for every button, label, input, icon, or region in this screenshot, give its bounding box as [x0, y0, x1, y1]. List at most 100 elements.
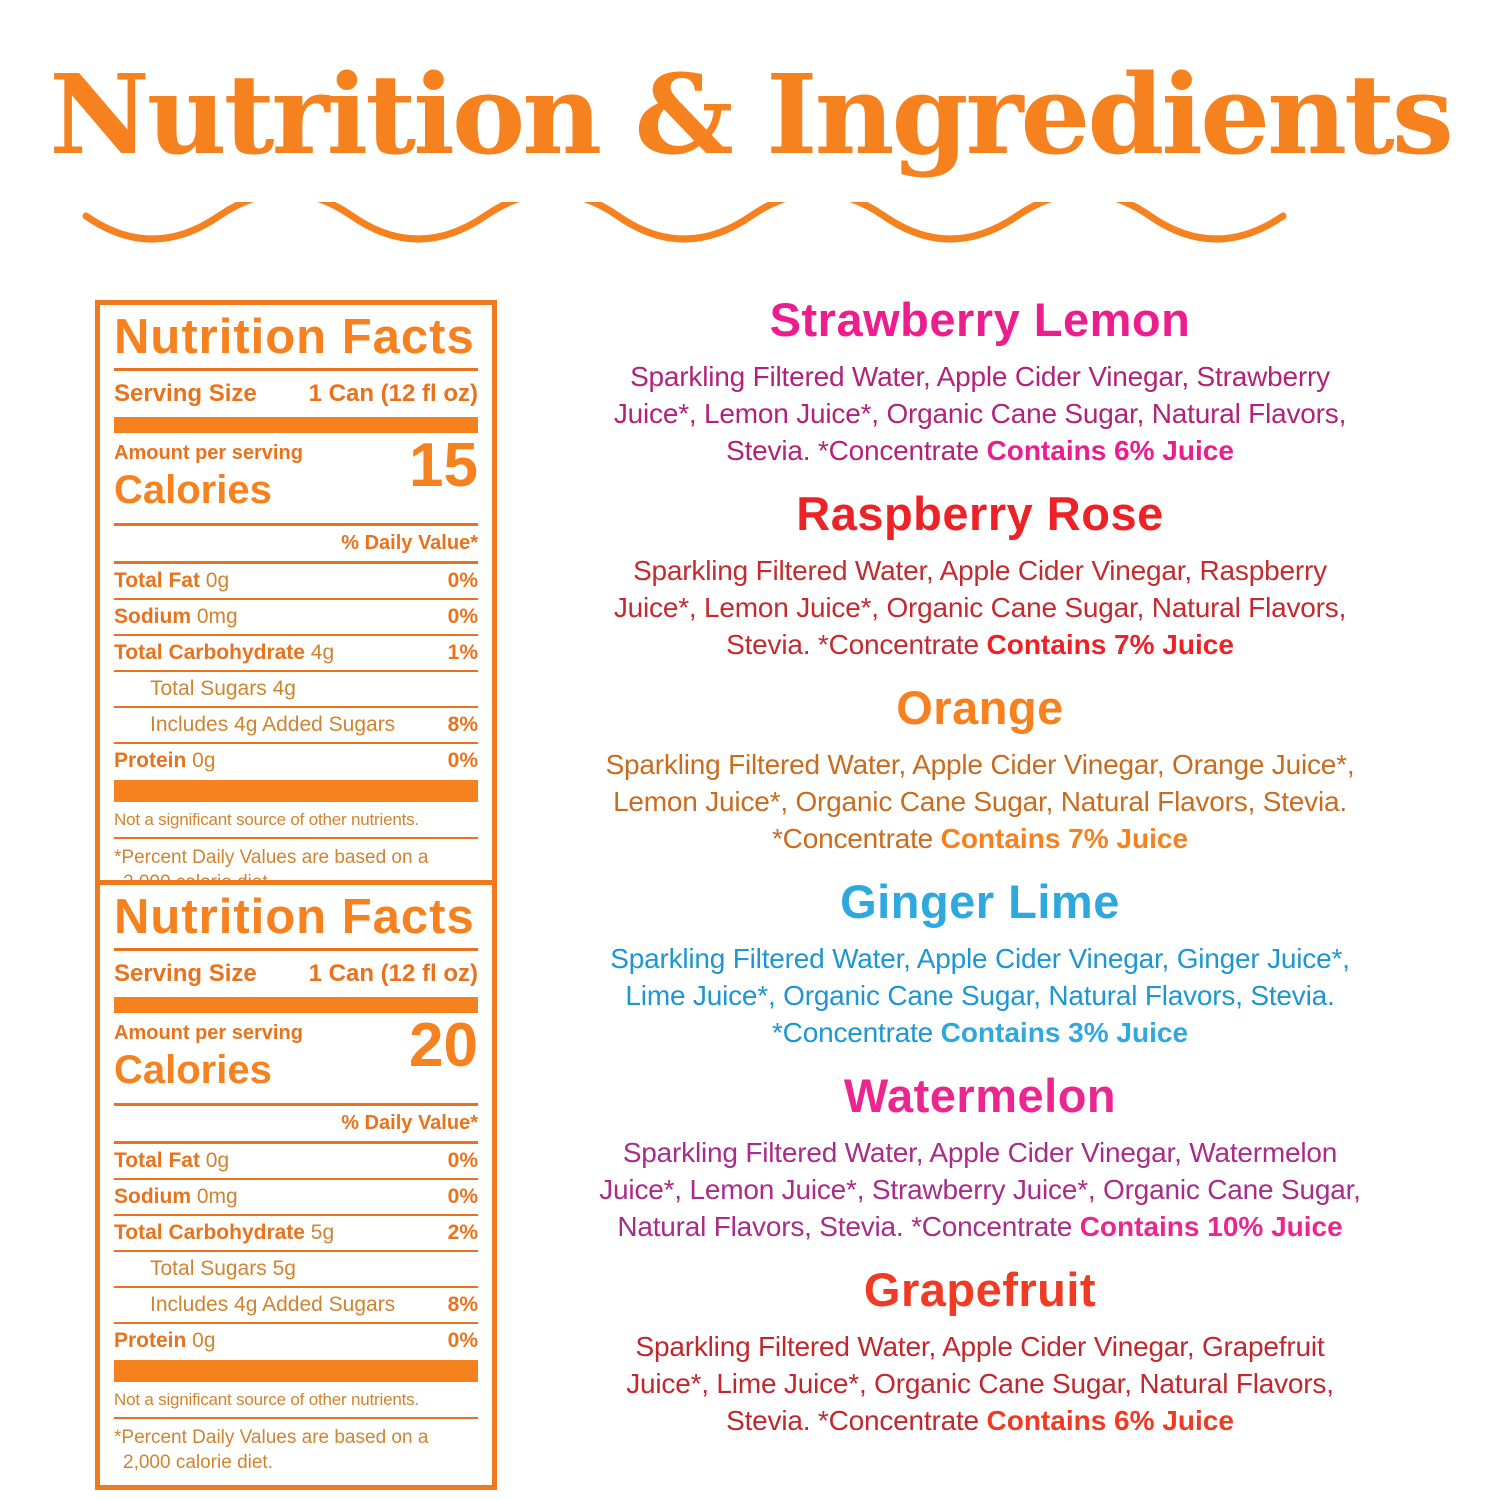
serving-size-row: Serving Size 1 Can (12 fl oz): [114, 951, 478, 997]
daily-value-label: % Daily Value*: [114, 526, 478, 564]
footnote: *Percent Daily Values are based on a 2,0…: [114, 1419, 478, 1475]
ingredients-line: Natural Flavors, Stevia. *Concentrate Co…: [617, 1210, 1343, 1242]
flavor-ingredients: Sparkling Filtered Water, Apple Cider Vi…: [540, 940, 1420, 1051]
nutrient-name: Total Sugars 4g: [150, 676, 296, 700]
flavor-ingredients: Sparkling Filtered Water, Apple Cider Vi…: [540, 1328, 1420, 1439]
flavor-section-orange: Orange Sparkling Filtered Water, Apple C…: [540, 682, 1420, 857]
nutrient-row-protein: Protein 0g 0%: [114, 1324, 478, 1358]
nutrition-facts-title: Nutrition Facts: [114, 892, 478, 951]
calories-label: Calories: [114, 467, 272, 512]
footnote-line1: *Percent Daily Values are based on a: [114, 1426, 429, 1448]
calories-value: 20: [409, 1010, 478, 1080]
nutrient-name: Sodium 0mg: [114, 604, 238, 628]
flavor-heading: Watermelon: [843, 1069, 1117, 1122]
flavor-ingredients: Sparkling Filtered Water, Apple Cider Vi…: [540, 552, 1420, 663]
nutrient-pct: 1%: [447, 640, 478, 664]
thick-divider-bar: [114, 779, 478, 802]
insignificant-note: Not a significant source of other nutrie…: [114, 810, 478, 839]
flavor-ingredients: Sparkling Filtered Water, Apple Cider Vi…: [540, 746, 1420, 857]
footnote-line2: 2,000 calorie diet.: [123, 1451, 273, 1473]
nutrition-facts-box-2: Nutrition Facts Serving Size 1 Can (12 f…: [95, 880, 497, 1491]
calories-label: Calories: [114, 1047, 272, 1092]
nutrient-name: Sodium 0mg: [114, 1184, 238, 1208]
ingredients-line: Juice*, Lemon Juice*, Organic Cane Sugar…: [613, 591, 1347, 623]
nutrient-pct: 0%: [447, 1148, 478, 1172]
flavor-ingredients: Sparkling Filtered Water, Apple Cider Vi…: [540, 358, 1420, 469]
thick-divider-bar: [114, 416, 478, 433]
calories-value: 15: [409, 430, 478, 500]
nutrient-name: Protein 0g: [114, 748, 216, 772]
nutrient-pct: 0%: [447, 748, 478, 772]
nutrient-row-carbohydrate: Total Carbohydrate 5g 2%: [114, 1216, 478, 1252]
contains-juice-bold: Contains 3% Juice: [940, 1016, 1189, 1048]
ingredients-line: *Concentrate Contains 7% Juice: [771, 822, 1189, 854]
contains-juice-bold: Contains 7% Juice: [940, 822, 1189, 854]
ingredients-line: Sparkling Filtered Water, Apple Cider Vi…: [635, 1330, 1325, 1362]
serving-size-value: 1 Can (12 fl oz): [308, 379, 478, 407]
ingredients-line: Lime Juice*, Organic Cane Sugar, Natural…: [625, 979, 1335, 1011]
nutrient-row-added-sugars: Includes 4g Added Sugars 8%: [114, 1288, 478, 1324]
flavor-section-grapefruit: Grapefruit Sparkling Filtered Water, App…: [540, 1264, 1420, 1439]
serving-size-label: Serving Size: [114, 959, 257, 987]
insignificant-note: Not a significant source of other nutrie…: [114, 1390, 478, 1419]
ingredients-line: Stevia. *Concentrate Contains 7% Juice: [726, 628, 1234, 660]
nutrient-row-sodium: Sodium 0mg 0%: [114, 1180, 478, 1216]
ingredients-line: Sparkling Filtered Water, Apple Cider Vi…: [633, 554, 1327, 586]
flavor-section-strawberry-lemon: Strawberry Lemon Sparkling Filtered Wate…: [540, 294, 1420, 469]
flavor-heading: Orange: [896, 681, 1064, 734]
nutrient-name: Total Carbohydrate 4g: [114, 640, 335, 664]
contains-juice-bold: Contains 6% Juice: [986, 434, 1234, 466]
ingredients-line: Sparkling Filtered Water, Apple Cider Vi…: [605, 748, 1355, 780]
flavor-heading: Raspberry Rose: [796, 487, 1164, 540]
amount-per-serving-label: Amount per serving: [114, 1021, 303, 1044]
nutrient-pct: 2%: [447, 1220, 478, 1244]
nutrient-row-carbohydrate: Total Carbohydrate 4g 1%: [114, 636, 478, 672]
nutrient-row-protein: Protein 0g 0%: [114, 744, 478, 778]
nutrient-row-total-sugars: Total Sugars 4g: [114, 672, 478, 708]
nutrient-name: Total Fat 0g: [114, 1148, 230, 1172]
flavor-heading: Grapefruit: [863, 1263, 1097, 1316]
ingredients-line: Juice*, Lemon Juice*, Organic Cane Sugar…: [613, 397, 1347, 429]
flavor-section-raspberry-rose: Raspberry Rose Sparkling Filtered Water,…: [540, 488, 1420, 663]
flavor-section-ginger-lime: Ginger Lime Sparkling Filtered Water, Ap…: [540, 876, 1420, 1051]
flavor-ingredients: Sparkling Filtered Water, Apple Cider Vi…: [540, 1134, 1420, 1245]
nutrient-name: Total Fat 0g: [114, 568, 230, 592]
nutrition-facts-box-1: Nutrition Facts Serving Size 1 Can (12 f…: [95, 300, 497, 911]
nutrient-pct: 8%: [447, 1292, 478, 1316]
ingredients-line: Lemon Juice*, Organic Cane Sugar, Natura…: [613, 785, 1347, 817]
ingredients-line: Sparkling Filtered Water, Apple Cider Vi…: [622, 1136, 1338, 1168]
contains-juice-bold: Contains 10% Juice: [1079, 1210, 1343, 1242]
nutrient-pct: 0%: [447, 604, 478, 628]
calories-block: Amount per serving Calories 20: [114, 1013, 478, 1106]
thick-divider-bar: [114, 996, 478, 1013]
flavor-heading: Strawberry Lemon: [769, 293, 1191, 346]
ingredients-line: Stevia. *Concentrate Contains 6% Juice: [726, 1404, 1234, 1436]
nutrition-facts-title: Nutrition Facts: [114, 312, 478, 371]
nutrient-pct: 8%: [447, 712, 478, 736]
wavy-divider: [82, 202, 1287, 243]
nutrient-pct: 0%: [447, 1184, 478, 1208]
serving-size-value: 1 Can (12 fl oz): [308, 959, 478, 987]
nutrient-row-total-sugars: Total Sugars 5g: [114, 1252, 478, 1288]
nutrient-row-sodium: Sodium 0mg 0%: [114, 600, 478, 636]
serving-size-row: Serving Size 1 Can (12 fl oz): [114, 371, 478, 417]
contains-juice-bold: Contains 7% Juice: [986, 628, 1234, 660]
nutrient-name: Includes 4g Added Sugars: [150, 712, 396, 736]
ingredients-line: *Concentrate Contains 3% Juice: [771, 1016, 1189, 1048]
ingredients-line: Juice*, Lime Juice*, Organic Cane Sugar,…: [626, 1367, 1334, 1399]
nutrient-pct: 0%: [447, 1328, 478, 1352]
flavor-heading: Ginger Lime: [840, 875, 1120, 928]
nutrient-pct: 0%: [447, 568, 478, 592]
calories-block: Amount per serving Calories 15: [114, 433, 478, 526]
serving-size-label: Serving Size: [114, 379, 257, 407]
nutrient-name: Total Carbohydrate 5g: [114, 1220, 335, 1244]
ingredients-line: Sparkling Filtered Water, Apple Cider Vi…: [610, 942, 1350, 974]
footnote-line1: *Percent Daily Values are based on a: [114, 846, 429, 868]
nutrient-name: Total Sugars 5g: [150, 1256, 296, 1280]
nutrient-row-total-fat: Total Fat 0g 0%: [114, 1144, 478, 1180]
thick-divider-bar: [114, 1359, 478, 1382]
ingredients-line: Stevia. *Concentrate Contains 6% Juice: [726, 434, 1234, 466]
nutrient-name: Includes 4g Added Sugars: [150, 1292, 396, 1316]
contains-juice-bold: Contains 6% Juice: [986, 1404, 1234, 1436]
